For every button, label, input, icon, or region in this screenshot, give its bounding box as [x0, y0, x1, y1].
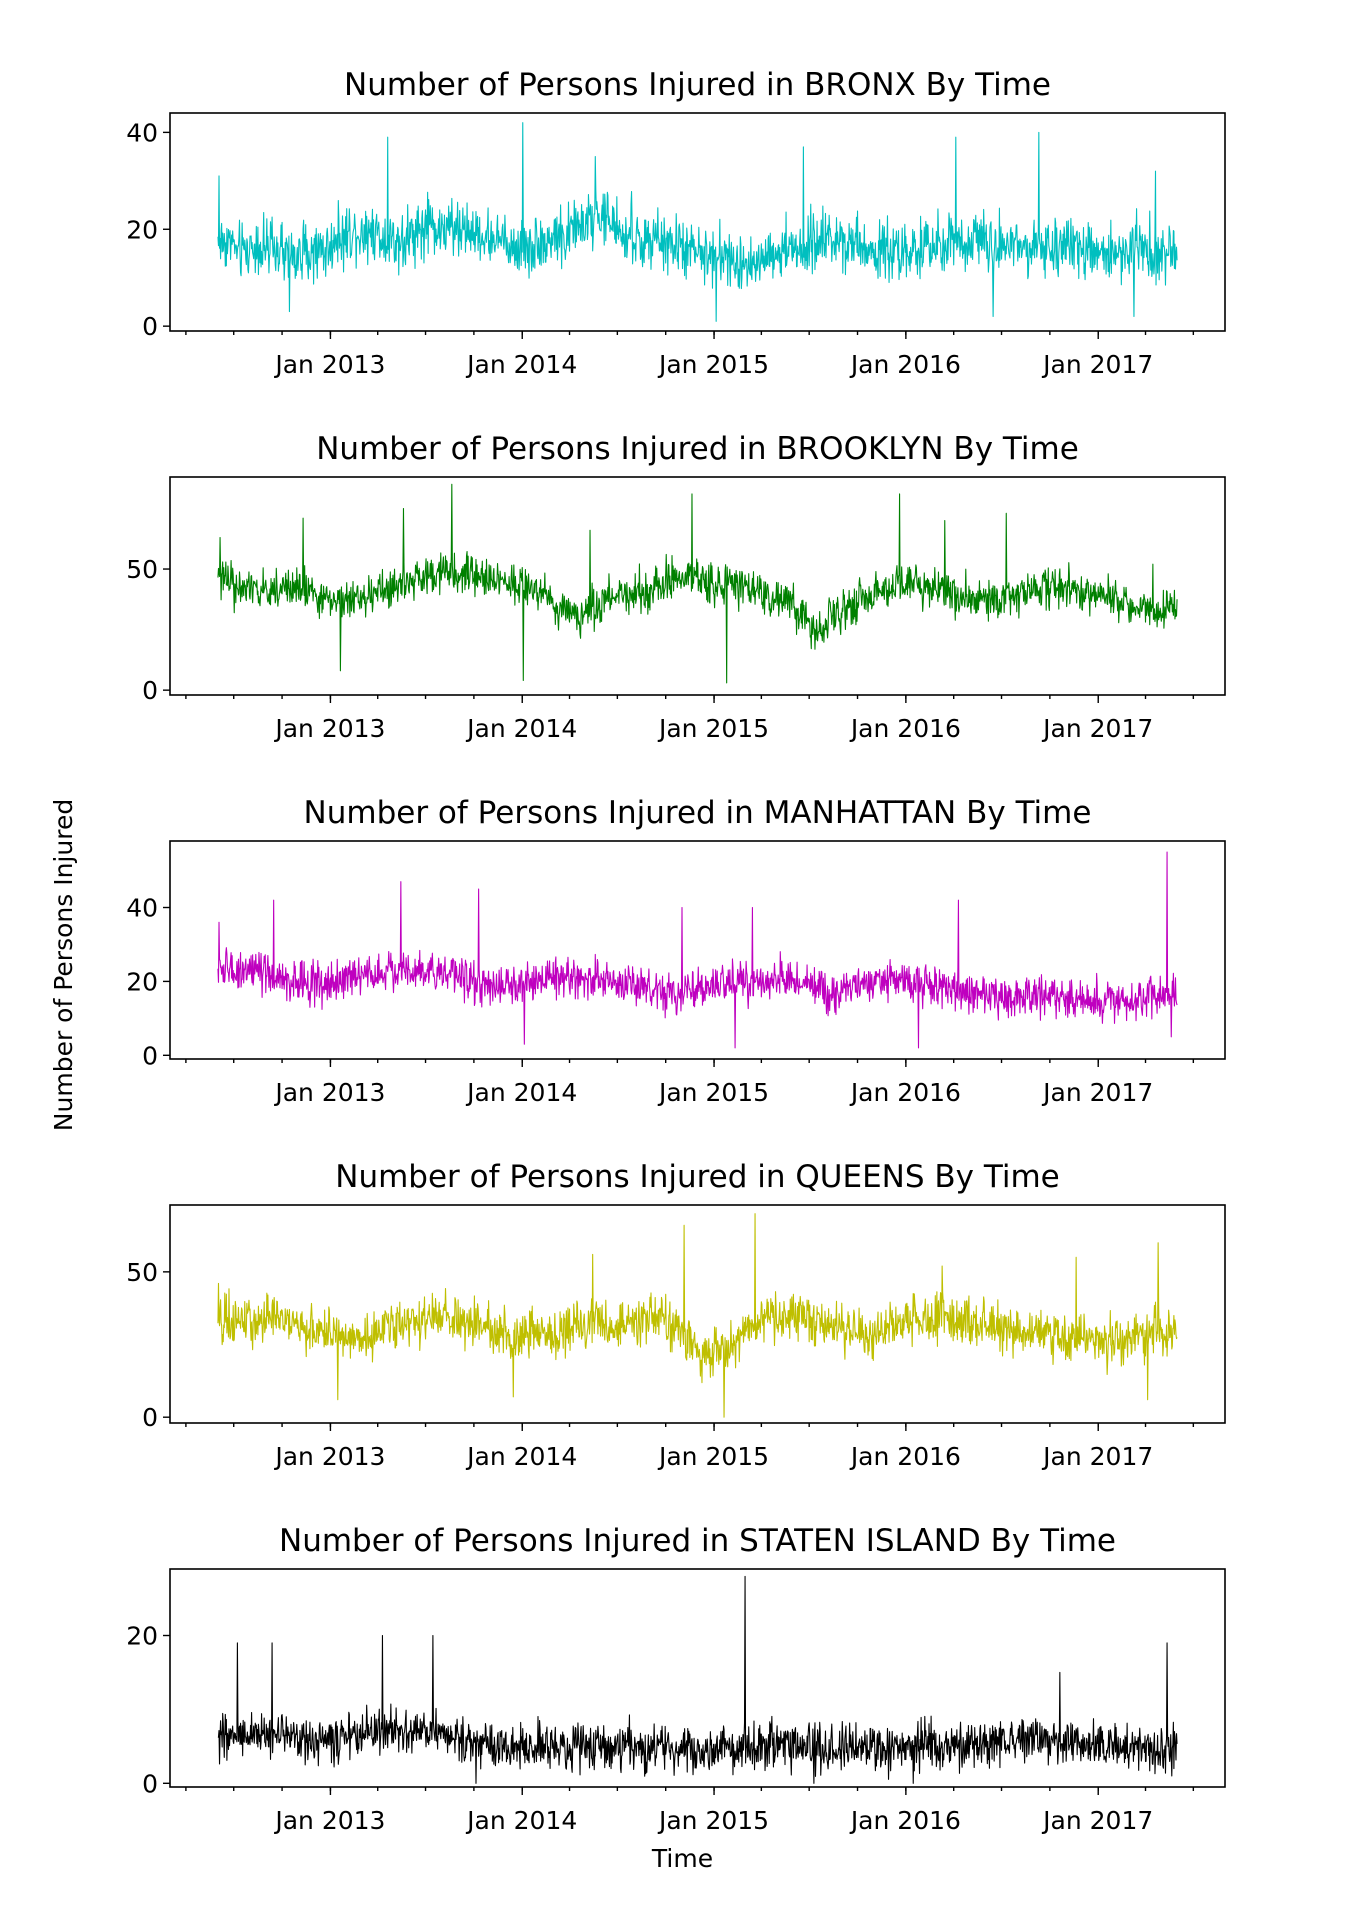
y-tick-label: 0 [142, 1769, 158, 1798]
subplot-2: Number of Persons Injured in MANHATTAN B… [126, 795, 1226, 1107]
x-tick-label: Jan 2016 [849, 350, 961, 379]
y-tick-label: 40 [126, 118, 158, 147]
x-tick-label: Jan 2015 [657, 1078, 769, 1107]
subplot-3: Number of Persons Injured in QUEENS By T… [126, 1159, 1226, 1471]
x-tick-label: Jan 2013 [273, 1078, 385, 1107]
subplot-title: Number of Persons Injured in MANHATTAN B… [304, 795, 1092, 831]
x-tick-label: Jan 2013 [273, 714, 385, 743]
y-tick-label: 20 [126, 967, 158, 996]
x-tick-label: Jan 2013 [273, 1442, 385, 1471]
subplot-0: Number of Persons Injured in BRONX By Ti… [126, 67, 1226, 379]
subplot-title: Number of Persons Injured in STATEN ISLA… [279, 1523, 1116, 1559]
subplot-1: Number of Persons Injured in BROOKLYN By… [126, 431, 1226, 743]
plot-frame [169, 1568, 1226, 1788]
plot-frame [169, 112, 1226, 332]
plot-frame [169, 1204, 1226, 1424]
x-tick-label: Jan 2015 [657, 350, 769, 379]
y-tick-label: 0 [142, 1041, 158, 1070]
plot-frame [169, 476, 1226, 696]
series-line [217, 1213, 1178, 1418]
series-line [217, 1575, 1178, 1784]
x-tick-label: Jan 2014 [465, 714, 577, 743]
y-tick-label: 20 [126, 215, 158, 244]
series-line [217, 483, 1178, 684]
y-tick-label: 0 [142, 1403, 158, 1432]
x-tick-label: Jan 2017 [1041, 1806, 1153, 1835]
series-line [217, 851, 1178, 1049]
x-tick-label: Jan 2016 [849, 1078, 961, 1107]
subplot-4: Number of Persons Injured in STATEN ISLA… [126, 1523, 1226, 1873]
y-tick-label: 50 [126, 1258, 158, 1287]
y-tick-label: 20 [126, 1622, 158, 1651]
y-tick-label: 0 [142, 676, 158, 705]
x-tick-label: Jan 2016 [849, 1442, 961, 1471]
x-tick-label: Jan 2016 [849, 714, 961, 743]
subplot-title: Number of Persons Injured in BRONX By Ti… [344, 67, 1051, 103]
x-tick-label: Jan 2015 [657, 714, 769, 743]
plot-frame [169, 840, 1226, 1060]
x-tick-label: Jan 2016 [849, 1806, 961, 1835]
x-tick-label: Jan 2017 [1041, 1442, 1153, 1471]
x-tick-label: Jan 2014 [465, 1442, 577, 1471]
y-tick-label: 40 [126, 894, 158, 923]
x-tick-label: Jan 2014 [465, 1078, 577, 1107]
x-tick-label: Jan 2015 [657, 1806, 769, 1835]
x-tick-label: Jan 2017 [1041, 1078, 1153, 1107]
x-tick-label: Jan 2014 [465, 350, 577, 379]
x-tick-label: Jan 2013 [273, 1806, 385, 1835]
shared-y-axis-label: Number of Persons Injured [49, 799, 78, 1131]
subplot-title: Number of Persons Injured in QUEENS By T… [335, 1159, 1059, 1195]
y-tick-label: 0 [142, 312, 158, 341]
x-axis-label: Time [651, 1844, 713, 1873]
y-tick-label: 50 [126, 555, 158, 584]
x-tick-label: Jan 2017 [1041, 350, 1153, 379]
x-tick-label: Jan 2014 [465, 1806, 577, 1835]
x-tick-label: Jan 2013 [273, 350, 385, 379]
subplot-title: Number of Persons Injured in BROOKLYN By… [316, 431, 1079, 467]
x-tick-label: Jan 2015 [657, 1442, 769, 1471]
x-tick-label: Jan 2017 [1041, 714, 1153, 743]
series-line [217, 122, 1178, 322]
